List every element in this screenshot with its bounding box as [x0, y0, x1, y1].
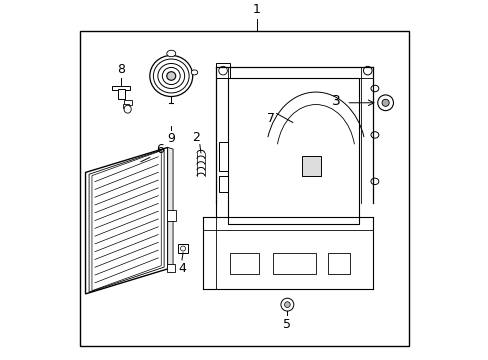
Bar — [80, 31, 408, 346]
Text: 5: 5 — [283, 318, 291, 331]
Ellipse shape — [166, 72, 175, 80]
Bar — [118, 89, 124, 99]
Bar — [123, 104, 129, 108]
Text: 9: 9 — [167, 132, 175, 145]
Text: 3: 3 — [331, 94, 340, 108]
Bar — [166, 210, 176, 221]
Bar — [124, 100, 132, 104]
Circle shape — [377, 95, 393, 111]
Bar — [112, 86, 130, 90]
Text: 4: 4 — [178, 262, 185, 275]
Circle shape — [284, 302, 290, 307]
Circle shape — [363, 66, 371, 75]
Ellipse shape — [166, 50, 175, 57]
Ellipse shape — [191, 70, 197, 75]
Bar — [301, 156, 321, 176]
Text: 1: 1 — [253, 3, 261, 16]
Ellipse shape — [124, 105, 131, 113]
Circle shape — [218, 66, 227, 75]
Ellipse shape — [370, 85, 378, 92]
Circle shape — [381, 99, 388, 106]
Bar — [228, 78, 358, 224]
Bar — [230, 253, 258, 274]
Bar — [166, 264, 175, 273]
Polygon shape — [85, 148, 167, 294]
Bar — [216, 63, 230, 78]
Polygon shape — [167, 148, 173, 270]
Bar — [272, 253, 315, 274]
Circle shape — [281, 298, 293, 311]
Text: 7: 7 — [267, 112, 275, 125]
Bar — [328, 253, 349, 274]
Ellipse shape — [370, 178, 378, 185]
Polygon shape — [94, 153, 159, 287]
Ellipse shape — [149, 55, 192, 96]
Bar — [177, 244, 188, 253]
Text: 2: 2 — [192, 131, 200, 144]
Text: 6: 6 — [156, 143, 164, 156]
Text: 8: 8 — [117, 63, 125, 76]
Bar — [218, 142, 227, 171]
Circle shape — [180, 246, 185, 251]
Bar — [218, 176, 227, 192]
Ellipse shape — [370, 132, 378, 138]
